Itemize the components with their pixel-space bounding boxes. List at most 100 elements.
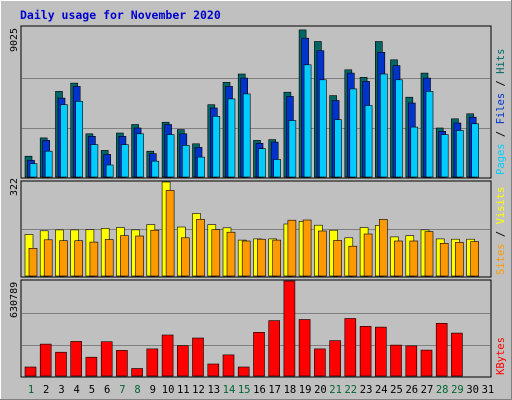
bars — [24, 29, 480, 377]
hits-pages-bar-28 — [440, 134, 449, 178]
kbytes-kbytes-bar-28 — [435, 322, 448, 377]
chart-title: Daily usage for November 2020 — [20, 8, 221, 22]
kbytes-kbytes-bar-4 — [70, 341, 82, 377]
kbytes-kbytes-bar-20 — [314, 348, 326, 377]
visits-sites-bar-5 — [89, 241, 99, 277]
kbytes-kbytes-bar-7 — [116, 350, 128, 377]
legend-files: Files — [495, 93, 507, 125]
x-tick-label-28: 28 — [436, 384, 449, 396]
visits-sites-bar-10 — [165, 190, 175, 277]
x-tick-label-11: 11 — [177, 384, 190, 396]
kbytes-kbytes-bar-25 — [390, 344, 402, 377]
hits-pages-bar-7 — [121, 144, 129, 178]
x-axis-labels: 1 2 3 4 5 6 7 8 9 10 11 12 13 14 15 16 17 18 19 20 21 22 23 24 2… — [28, 384, 494, 396]
legend-pages: Pages — [495, 143, 507, 175]
visits-sites-bar-24 — [378, 219, 388, 277]
hits-pages-bar-11 — [182, 145, 190, 178]
visits-sites-bar-2 — [43, 239, 53, 277]
x-tick-label-4: 4 — [74, 384, 80, 396]
kbytes-kbytes-bar-13 — [207, 363, 220, 377]
visits-sites-bar-8 — [135, 235, 144, 277]
hits-pages-bar-24 — [379, 73, 388, 178]
x-tick-label-15: 15 — [238, 384, 251, 396]
x-tick-label-30: 30 — [466, 384, 479, 396]
hits-pages-bar-29 — [456, 130, 464, 178]
hits-pages-bar-10 — [166, 134, 175, 178]
visits-sites-bar-19 — [302, 219, 312, 277]
x-tick-label-5: 5 — [89, 384, 95, 396]
x-tick-label-1: 1 — [28, 384, 34, 396]
hits-pages-bar-25 — [395, 79, 403, 178]
kbytes-kbytes-bar-3 — [55, 351, 67, 377]
visits-sites-bar-13 — [211, 229, 221, 277]
kbytes-kbytes-bar-10 — [161, 334, 174, 377]
hits-pages-bar-23 — [364, 105, 373, 178]
x-tick-label-10: 10 — [162, 384, 175, 396]
visits-sites-bar-17 — [272, 239, 282, 277]
hits-pages-bar-17 — [273, 159, 282, 178]
hits-pages-bar-2 — [44, 150, 53, 178]
hits-pages-bar-20 — [319, 79, 327, 178]
kbytes-kbytes-bar-23 — [359, 325, 372, 377]
visits-sites-bar-6 — [104, 239, 114, 277]
visits-sites-bar-12 — [196, 219, 205, 277]
visits-legend: Sites / Visits — [495, 186, 507, 275]
x-tick-label-6: 6 — [104, 384, 110, 396]
kbytes-kbytes-bar-12 — [192, 337, 204, 377]
visits-sites-bar-7 — [120, 235, 129, 277]
visits-sites-bar-14 — [226, 231, 236, 277]
kbytes-kbytes-bar-16 — [253, 331, 265, 377]
x-tick-label-22: 22 — [344, 384, 357, 396]
visits-sites-bar-21 — [333, 240, 342, 277]
kbytes-kbytes-bar-8 — [131, 368, 143, 377]
kbytes-legend: KBytes — [495, 337, 507, 375]
x-tick-label-20: 20 — [314, 384, 327, 396]
kbytes-max-label: 630789 — [9, 282, 20, 318]
hits-pages-bar-16 — [258, 148, 266, 178]
x-tick-label-18: 18 — [284, 384, 297, 396]
visits-sites-bar-4 — [74, 240, 83, 277]
hits-pages-bar-26 — [410, 126, 419, 178]
x-tick-label-31: 31 — [482, 384, 495, 396]
visits-sites-bar-16 — [257, 238, 266, 277]
hits-pages-bar-14 — [227, 98, 236, 178]
kbytes-kbytes-bar-9 — [146, 348, 159, 377]
visits-sites-bar-11 — [181, 237, 190, 277]
kbytes-kbytes-bar-5 — [85, 356, 98, 377]
x-tick-label-17: 17 — [268, 384, 281, 396]
kbytes-kbytes-bar-27 — [420, 349, 433, 377]
x-tick-label-9: 9 — [150, 384, 156, 396]
x-tick-label-27: 27 — [421, 384, 434, 396]
x-tick-label-29: 29 — [451, 384, 464, 396]
legend-sites: Sites — [495, 243, 507, 275]
hits-pages-bar-13 — [212, 116, 221, 178]
hits-pages-bar-21 — [334, 119, 342, 178]
legend-hits: Hits — [495, 49, 507, 74]
x-tick-label-25: 25 — [390, 384, 403, 396]
visits-sites-bar-18 — [287, 219, 297, 277]
kbytes-kbytes-bar-17 — [268, 320, 281, 377]
x-tick-label-8: 8 — [134, 384, 140, 396]
hits-pages-bar-27 — [425, 91, 434, 178]
hits-pages-bar-18 — [288, 120, 297, 178]
hits-pages-bar-12 — [197, 156, 205, 178]
visits-sites-bar-25 — [394, 240, 403, 277]
x-tick-label-26: 26 — [405, 384, 418, 396]
x-tick-label-7: 7 — [119, 384, 125, 396]
hits-pages-bar-5 — [90, 144, 99, 178]
x-tick-label-16: 16 — [253, 384, 266, 396]
visits-sites-bar-30 — [470, 241, 480, 277]
visits-sites-bar-26 — [409, 240, 419, 277]
hits-pages-bar-6 — [105, 164, 114, 178]
visits-sites-bar-20 — [318, 230, 327, 277]
kbytes-kbytes-bar-11 — [177, 345, 189, 377]
hits-pages-bar-4 — [75, 101, 83, 178]
visits-max-label: 322 — [9, 178, 20, 196]
kbytes-kbytes-bar-14 — [222, 354, 235, 377]
visits-sites-bar-27 — [424, 231, 434, 277]
hits-pages-bar-19 — [303, 64, 312, 178]
kbytes-kbytes-bar-18 — [283, 280, 296, 377]
x-tick-label-12: 12 — [192, 384, 205, 396]
hits-pages-bar-9 — [151, 160, 160, 178]
